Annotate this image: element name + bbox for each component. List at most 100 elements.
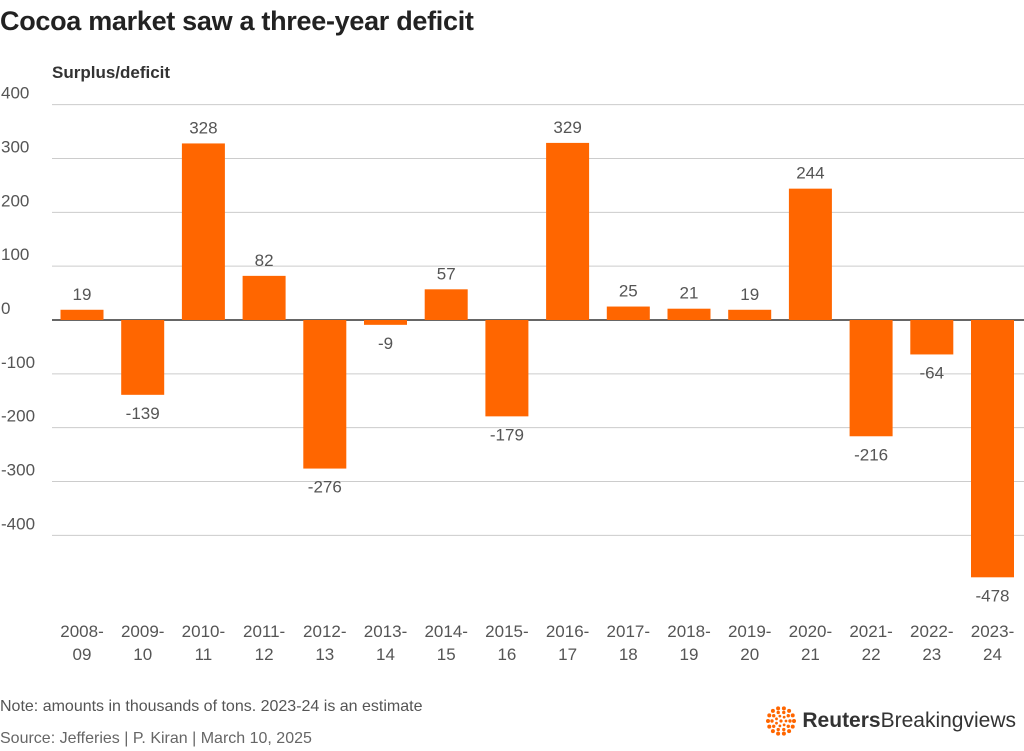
x-tick-label-line2: 20 — [740, 645, 759, 664]
x-tick-label-line2: 14 — [376, 645, 395, 664]
logo-dot — [787, 729, 792, 734]
brand-name: ReutersBreakingviews — [802, 709, 1016, 732]
data-label: 57 — [437, 264, 456, 283]
logo-dot — [782, 727, 786, 732]
y-tick-label: -300 — [1, 460, 35, 479]
data-label: -478 — [975, 586, 1009, 605]
x-tick-label-line1: 2022- — [910, 622, 953, 641]
bar — [728, 309, 772, 320]
logo-dot — [766, 719, 771, 723]
bars — [60, 142, 1014, 578]
x-tick-label-line2: 12 — [255, 645, 274, 664]
x-tick-labels: 2008- 09 2009- 10 2010- 11 2011- 12 2012- 13 2013-… — [60, 622, 1014, 664]
x-tick-label-line2: 22 — [862, 645, 881, 664]
x-tick-label-line1: 2013- — [364, 622, 407, 641]
x-tick-label-line2: 18 — [619, 645, 638, 664]
logo-dot — [786, 724, 791, 728]
logo-dot — [772, 724, 776, 728]
data-label: 19 — [73, 285, 92, 304]
bar-chart: 400 300 200 100 0 -100 -200 -300 -400 19 -139 328 8… — [1, 84, 1024, 664]
x-tick-label-line1: 2015- — [485, 622, 528, 641]
y-tick-label: 200 — [1, 191, 29, 210]
logo-dot — [771, 708, 776, 713]
data-label: 21 — [680, 284, 699, 303]
data-label: -179 — [490, 425, 524, 444]
logo-dot — [775, 717, 779, 721]
logo-dot — [767, 713, 772, 718]
logo-dot — [767, 724, 772, 729]
y-tick-label: -200 — [1, 407, 35, 426]
logo-dot — [791, 724, 796, 729]
bar — [485, 320, 529, 417]
bar — [60, 309, 104, 320]
logo-dot — [783, 723, 786, 727]
y-tick-label: 100 — [1, 245, 29, 264]
logo-dot — [783, 715, 786, 719]
bar — [606, 306, 650, 320]
chart-source: Source: Jefferies | P. Kiran | March 10,… — [0, 730, 312, 747]
x-tick-label-line1: 2008- — [60, 622, 103, 641]
x-tick-label-line2: 17 — [558, 645, 577, 664]
logo-dot — [775, 721, 779, 725]
chart-note: Note: amounts in thousands of tons. 2023… — [0, 698, 423, 715]
logo-dot — [778, 724, 782, 728]
data-label: -9 — [378, 334, 393, 353]
data-label: 329 — [553, 118, 581, 137]
data-label: -139 — [126, 404, 160, 423]
logo-dot — [776, 706, 781, 711]
bar — [364, 320, 407, 325]
logo-dot — [776, 710, 781, 715]
logo-dot — [779, 719, 783, 723]
data-labels: 19 -139 328 82 -276 -9 57 -179 329 25 21 19 244 -216 -… — [73, 118, 1010, 605]
logo-dot — [786, 714, 791, 718]
y-tick-label: -100 — [1, 353, 35, 372]
x-tick-label-line2: 23 — [922, 645, 941, 664]
x-tick-label-line1: 2019- — [728, 622, 771, 641]
x-tick-label-line1: 2010- — [182, 622, 225, 641]
data-label: 82 — [255, 251, 274, 270]
data-label: 328 — [189, 118, 217, 137]
x-tick-label-line1: 2020- — [789, 622, 832, 641]
logo-dot — [776, 731, 781, 736]
gridlines — [52, 104, 1024, 536]
x-tick-label-line2: 11 — [195, 645, 213, 664]
y-tick-label: 400 — [1, 84, 29, 103]
data-label: -216 — [854, 445, 888, 464]
bar — [971, 320, 1014, 578]
x-tick-label-line1: 2023- — [971, 622, 1014, 641]
logo-dot — [771, 729, 776, 734]
logo-dot — [782, 706, 787, 711]
x-tick-label-line2: 19 — [680, 645, 699, 664]
x-tick-label-line2: 10 — [133, 645, 152, 664]
logo-dot — [787, 708, 792, 713]
y-axis-label: Surplus/deficit — [52, 63, 171, 82]
chart-title: Cocoa market saw a three-year deficit — [0, 6, 474, 36]
bar — [181, 143, 225, 320]
bar — [788, 188, 832, 320]
logo-dot — [778, 714, 782, 718]
bar — [546, 142, 590, 320]
logo-dot — [788, 719, 793, 723]
bar — [424, 289, 468, 320]
x-tick-label-line1: 2012- — [303, 622, 346, 641]
logo-dot — [791, 713, 796, 718]
bar — [910, 320, 954, 355]
x-tick-label-line2: 09 — [73, 645, 92, 664]
y-tick-labels: 400 300 200 100 0 -100 -200 -300 -400 — [1, 84, 35, 534]
data-label: 25 — [619, 282, 638, 301]
x-tick-label-line1: 2017- — [607, 622, 650, 641]
logo-dot — [784, 719, 788, 723]
data-label: -64 — [920, 363, 945, 382]
bar — [849, 320, 893, 437]
bar — [121, 320, 165, 395]
x-tick-label-line1: 2009- — [121, 622, 164, 641]
bar — [242, 275, 286, 320]
x-tick-label-line2: 13 — [315, 645, 334, 664]
x-tick-label-line1: 2018- — [667, 622, 710, 641]
x-tick-label-line1: 2021- — [849, 622, 892, 641]
logo-dot — [770, 719, 775, 723]
brand-logo[interactable]: ReutersBreakingviews — [766, 706, 1016, 736]
y-tick-label: 300 — [1, 138, 29, 157]
logo-dot — [782, 710, 786, 715]
data-label: -276 — [308, 478, 342, 497]
